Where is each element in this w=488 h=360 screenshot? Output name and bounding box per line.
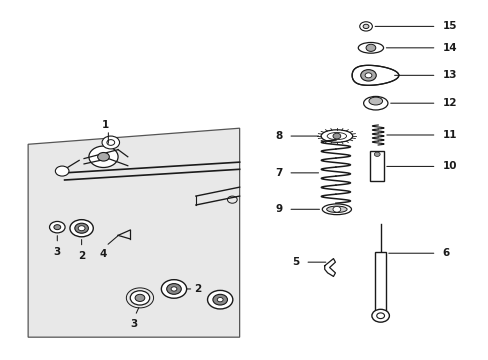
- Ellipse shape: [322, 204, 351, 215]
- Ellipse shape: [358, 42, 383, 53]
- Circle shape: [359, 22, 372, 31]
- Polygon shape: [28, 128, 239, 337]
- Circle shape: [371, 309, 388, 322]
- Circle shape: [171, 287, 177, 291]
- Circle shape: [207, 291, 232, 309]
- Circle shape: [332, 133, 340, 139]
- Circle shape: [166, 284, 181, 294]
- Circle shape: [78, 226, 85, 231]
- Text: 9: 9: [275, 204, 282, 214]
- Bar: [374, 252, 385, 311]
- Text: 6: 6: [442, 248, 449, 258]
- Circle shape: [49, 221, 65, 233]
- Text: 13: 13: [442, 70, 456, 80]
- Circle shape: [332, 206, 340, 212]
- Text: 5: 5: [292, 257, 299, 267]
- Circle shape: [161, 280, 186, 298]
- Text: 8: 8: [275, 131, 282, 141]
- Text: 2: 2: [78, 251, 85, 261]
- Circle shape: [135, 294, 144, 301]
- Ellipse shape: [363, 96, 387, 110]
- Polygon shape: [351, 65, 398, 85]
- Circle shape: [365, 73, 371, 78]
- Circle shape: [366, 44, 375, 51]
- Circle shape: [98, 153, 109, 161]
- Text: 7: 7: [274, 168, 282, 178]
- Text: 14: 14: [442, 43, 456, 53]
- Ellipse shape: [368, 97, 382, 105]
- Circle shape: [217, 297, 223, 302]
- Circle shape: [54, 225, 61, 230]
- Text: 10: 10: [442, 161, 456, 171]
- Circle shape: [102, 136, 119, 149]
- Circle shape: [373, 152, 379, 157]
- Text: 3: 3: [130, 319, 138, 329]
- Circle shape: [55, 166, 69, 176]
- Ellipse shape: [321, 130, 352, 142]
- Bar: [370, 152, 383, 181]
- Circle shape: [130, 291, 149, 305]
- Circle shape: [212, 294, 227, 305]
- Circle shape: [70, 220, 93, 237]
- Text: 12: 12: [442, 98, 456, 108]
- Text: 15: 15: [442, 21, 456, 31]
- Circle shape: [360, 69, 375, 81]
- Ellipse shape: [326, 206, 346, 212]
- Text: 2: 2: [194, 284, 201, 294]
- Text: 3: 3: [54, 247, 61, 257]
- Circle shape: [89, 146, 118, 167]
- Text: 1: 1: [102, 120, 109, 130]
- Circle shape: [363, 24, 368, 28]
- Text: 4: 4: [100, 249, 107, 259]
- Text: 11: 11: [442, 130, 456, 140]
- Circle shape: [75, 223, 88, 233]
